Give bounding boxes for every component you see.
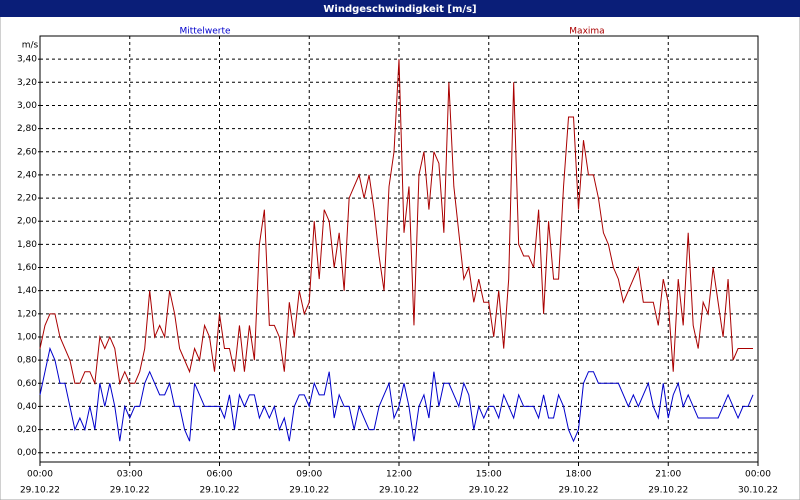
title-bar (0, 0, 800, 17)
series-line (39, 59, 754, 386)
series-line (39, 346, 754, 443)
y-tick-label: 1,80 (17, 240, 37, 250)
y-tick-label: 0,20 (17, 425, 37, 435)
x-tick-date: 29.10.22 (558, 486, 598, 496)
x-tick-date: 29.10.22 (20, 486, 60, 496)
x-tick-date: 30.10.22 (738, 486, 778, 496)
x-tick-date: 29.10.22 (110, 486, 150, 496)
y-tick-label: 3,00 (17, 101, 37, 111)
x-tick-label: 18:00 (566, 470, 592, 480)
legend-label: Mittelwerte (179, 27, 230, 37)
x-tick-date: 29.10.22 (289, 486, 329, 496)
y-tick-label: 1,00 (17, 332, 37, 342)
y-axis-label: m/s (22, 41, 39, 51)
x-tick-label: 00:00 (745, 470, 771, 480)
x-tick-label: 03:00 (117, 470, 143, 480)
y-tick-label: 2,60 (17, 147, 37, 157)
y-tick-label: 0,00 (17, 448, 37, 458)
y-tick-label: 1,60 (17, 263, 37, 273)
y-tick-label: 3,20 (17, 78, 37, 88)
x-tick-label: 09:00 (296, 470, 322, 480)
y-tick-label: 3,40 (17, 55, 37, 65)
x-tick-label: 12:00 (386, 470, 412, 480)
y-tick-label: 2,40 (17, 170, 37, 180)
y-tick-label: 2,00 (17, 217, 37, 227)
y-tick-label: 0,60 (17, 379, 37, 389)
y-tick-label: 1,20 (17, 309, 37, 319)
legend-label: Maxima (569, 27, 604, 37)
x-tick-label: 21:00 (655, 470, 681, 480)
x-tick-label: 06:00 (207, 470, 233, 480)
y-tick-label: 0,40 (17, 402, 37, 412)
x-tick-date: 29.10.22 (199, 486, 239, 496)
y-tick-label: 1,40 (17, 286, 37, 296)
y-tick-label: 2,20 (17, 194, 37, 204)
x-tick-date: 29.10.22 (379, 486, 419, 496)
y-tick-label: 2,80 (17, 124, 37, 134)
x-tick-label: 15:00 (476, 470, 502, 480)
x-tick-date: 29.10.22 (469, 486, 509, 496)
x-tick-label: 00:00 (27, 470, 53, 480)
y-tick-label: 0,80 (17, 356, 37, 366)
chart-title: Windgeschwindigkeit [m/s] (323, 4, 476, 15)
x-tick-date: 29.10.22 (648, 486, 688, 496)
